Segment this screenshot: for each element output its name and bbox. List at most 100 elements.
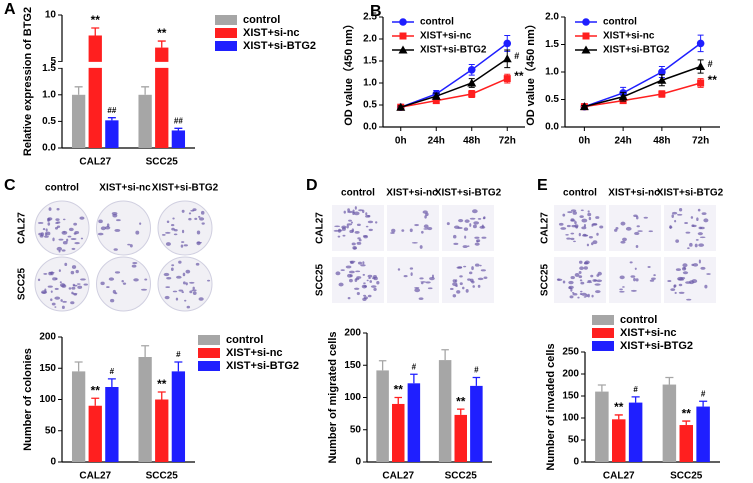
cell xyxy=(41,291,47,294)
cell xyxy=(354,231,360,234)
cell xyxy=(578,260,583,264)
error-bar xyxy=(394,396,402,404)
cell xyxy=(343,210,346,214)
cell xyxy=(114,271,121,274)
cell xyxy=(353,211,360,216)
y-tick-label: 2.5 xyxy=(363,12,377,23)
cell xyxy=(643,216,648,219)
legend-label: XIST+si-nc xyxy=(226,347,283,359)
cell xyxy=(176,275,182,279)
x-tick-label: 72h xyxy=(499,136,516,147)
y-tick-label: 200 xyxy=(39,332,56,343)
cell xyxy=(582,234,588,237)
cell xyxy=(172,290,178,293)
cell xyxy=(98,219,103,224)
x-tick-label: SCC25 xyxy=(445,471,478,482)
significance: # xyxy=(514,51,519,61)
cell xyxy=(83,283,88,286)
bar xyxy=(171,130,186,148)
y-tick-label: 2.0 xyxy=(545,12,559,23)
cell xyxy=(562,213,566,217)
cell xyxy=(51,302,56,306)
panel-label: D xyxy=(306,177,318,194)
cell xyxy=(583,266,588,270)
cell xyxy=(570,276,575,280)
row-label: SCC25 xyxy=(17,267,28,300)
cell xyxy=(163,272,170,277)
cell xyxy=(75,269,79,274)
cell xyxy=(351,228,355,233)
y-tick-label: 50 xyxy=(45,425,57,436)
cell xyxy=(673,284,677,288)
cell xyxy=(701,212,707,215)
cell xyxy=(165,231,171,234)
cell xyxy=(630,289,637,292)
cell xyxy=(54,296,61,300)
cell xyxy=(342,234,346,237)
x-tick-label: 24h xyxy=(428,136,445,147)
y-axis-label: Number of colonies xyxy=(22,348,34,451)
cell xyxy=(469,223,472,227)
cell xyxy=(452,234,457,239)
error-bar xyxy=(665,376,674,385)
legend-swatch xyxy=(592,315,614,325)
cell xyxy=(141,288,148,291)
cell xyxy=(40,232,45,237)
cell xyxy=(367,274,373,278)
cell xyxy=(592,240,598,245)
cell xyxy=(183,244,188,247)
cell xyxy=(449,287,454,291)
error-bar xyxy=(74,86,83,95)
cell xyxy=(410,272,413,276)
cell xyxy=(574,221,577,225)
cell xyxy=(122,282,127,285)
cell xyxy=(368,228,373,232)
bar xyxy=(470,385,483,462)
cell xyxy=(170,224,175,227)
cell xyxy=(414,286,420,289)
cell xyxy=(181,209,185,213)
cell xyxy=(676,213,683,216)
cell xyxy=(172,217,175,220)
cell xyxy=(578,270,582,275)
significance: ** xyxy=(91,13,101,27)
cell xyxy=(692,263,699,267)
legend-label: XIST+si-BTG2 xyxy=(603,45,670,56)
cell xyxy=(580,209,584,212)
y-tick-label: 150 xyxy=(562,391,579,402)
cell xyxy=(422,210,428,214)
cell xyxy=(570,219,576,222)
cell xyxy=(683,267,686,270)
x-tick-label: 48h xyxy=(463,136,480,147)
cell xyxy=(635,278,639,282)
cell xyxy=(363,282,366,285)
cell xyxy=(185,269,191,274)
cell xyxy=(477,277,484,281)
cell xyxy=(567,211,573,214)
error-bar xyxy=(107,117,116,121)
column-header: control xyxy=(45,183,79,194)
cell xyxy=(452,294,457,298)
cell xyxy=(588,216,592,221)
cell xyxy=(420,282,424,285)
cell xyxy=(678,283,683,287)
line xyxy=(584,65,701,108)
cell xyxy=(66,238,69,242)
cell xyxy=(44,235,49,238)
cell xyxy=(477,284,481,288)
cell xyxy=(421,230,424,234)
cell xyxy=(72,292,78,295)
cell xyxy=(60,299,63,302)
cell xyxy=(55,218,60,221)
cell xyxy=(459,282,463,286)
cell xyxy=(52,237,55,242)
cell xyxy=(587,210,590,213)
cell xyxy=(355,270,361,273)
cell xyxy=(684,221,689,224)
error-bar xyxy=(157,40,166,48)
cell xyxy=(192,286,195,290)
cell xyxy=(690,216,694,219)
y-tick-label: 1.0 xyxy=(363,78,377,89)
cell xyxy=(462,286,465,290)
